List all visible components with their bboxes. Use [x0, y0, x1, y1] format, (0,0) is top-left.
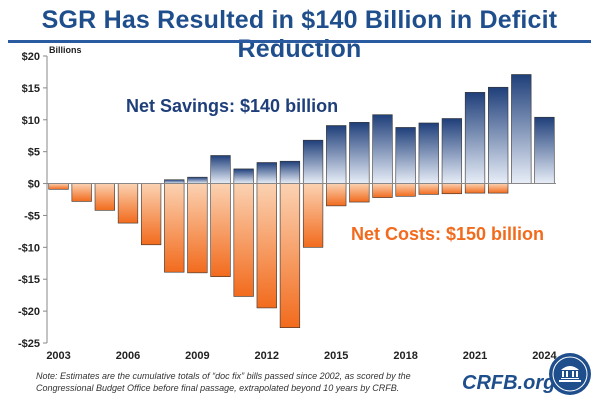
bars-layer: [48, 74, 555, 328]
savings-bar-2014: [302, 139, 324, 184]
y-tick-label: -$5: [24, 210, 40, 222]
savings-bar-2024: [534, 116, 555, 184]
y-tick-label: $5: [28, 147, 40, 159]
savings-bar-2019: [418, 122, 439, 184]
savings-bar-2020: [441, 118, 463, 184]
costs-bar-2009: [187, 183, 208, 274]
y-unit-label: Billions: [49, 45, 82, 55]
x-tick-label: 2003: [46, 350, 70, 362]
savings-bar-2011: [233, 168, 254, 184]
axes-layer: $20 $15 $10 $5 $0 -$5 -$10 -$15 -$20 -$25 2003 2006…: [18, 51, 558, 362]
crfb-logo-text[interactable]: CRFB.org: [462, 372, 556, 394]
footnote: Note: Estimates are the cumulative total…: [36, 371, 436, 394]
footnote-line-1: Note: Estimates are the cumulative total…: [36, 371, 411, 381]
costs-bar-2021: [464, 183, 486, 194]
x-tick-label: 2006: [116, 350, 140, 362]
costs-bar-2022: [488, 183, 509, 194]
costs-bar-2015: [326, 183, 347, 207]
costs-bar-2014: [302, 183, 324, 248]
costs-bar-2011: [233, 183, 254, 297]
savings-bar-2022: [488, 86, 509, 184]
savings-bar-2016: [349, 122, 370, 184]
x-tick-label: 2024: [532, 350, 557, 362]
y-tick-label: -$25: [18, 338, 40, 350]
y-tick-label: -$10: [18, 242, 40, 254]
x-tick-label: 2018: [393, 350, 417, 362]
y-tick-label: $0: [28, 179, 40, 191]
x-tick-label: 2009: [185, 350, 209, 362]
costs-bar-2017: [372, 183, 393, 198]
costs-bar-2004: [71, 183, 92, 202]
costs-bar-2008: [164, 183, 185, 273]
savings-bar-2013: [279, 160, 301, 184]
savings-bar-2010: [210, 155, 231, 184]
y-tick-label: $10: [22, 115, 40, 127]
title-divider: [8, 40, 591, 43]
costs-bar-2019: [418, 183, 439, 195]
savings-bar-2008: [164, 179, 185, 184]
x-tick-label: 2021: [463, 350, 487, 362]
costs-bar-2012: [256, 183, 277, 309]
costs-bar-2006: [117, 183, 139, 224]
y-tick-label: $15: [22, 83, 40, 95]
chart-title: SGR Has Resulted in $140 Billion in Defi…: [41, 6, 558, 63]
savings-bar-2021: [464, 92, 486, 184]
costs-bar-2016: [349, 183, 370, 203]
y-tick-label: -$15: [18, 274, 40, 286]
costs-bar-2013: [279, 183, 301, 328]
savings-bar-2009: [187, 176, 208, 184]
costs-bar-2005: [94, 183, 115, 211]
costs-bar-2007: [140, 183, 162, 246]
savings-bar-2023: [511, 74, 532, 184]
costs-bar-2003: [48, 183, 69, 190]
crfb-seal-icon: [549, 353, 591, 395]
savings-bar-2017: [372, 114, 393, 184]
savings-bar-2018: [395, 127, 416, 184]
footnote-line-2: Congressional Budget Office before final…: [36, 382, 400, 393]
net-savings-annotation: Net Savings: $140 billion: [126, 96, 338, 116]
x-tick-label: 2012: [255, 350, 279, 362]
costs-bar-2010: [210, 183, 231, 277]
costs-bar-2018: [395, 183, 416, 197]
costs-bar-2020: [441, 183, 463, 195]
savings-bar-2015: [326, 125, 347, 184]
net-costs-annotation: Net Costs: $150 billion: [351, 224, 544, 244]
y-tick-label: -$20: [18, 306, 40, 318]
y-tick-label: $20: [22, 51, 40, 63]
x-tick-label: 2015: [324, 350, 348, 362]
savings-bar-2012: [256, 162, 277, 184]
